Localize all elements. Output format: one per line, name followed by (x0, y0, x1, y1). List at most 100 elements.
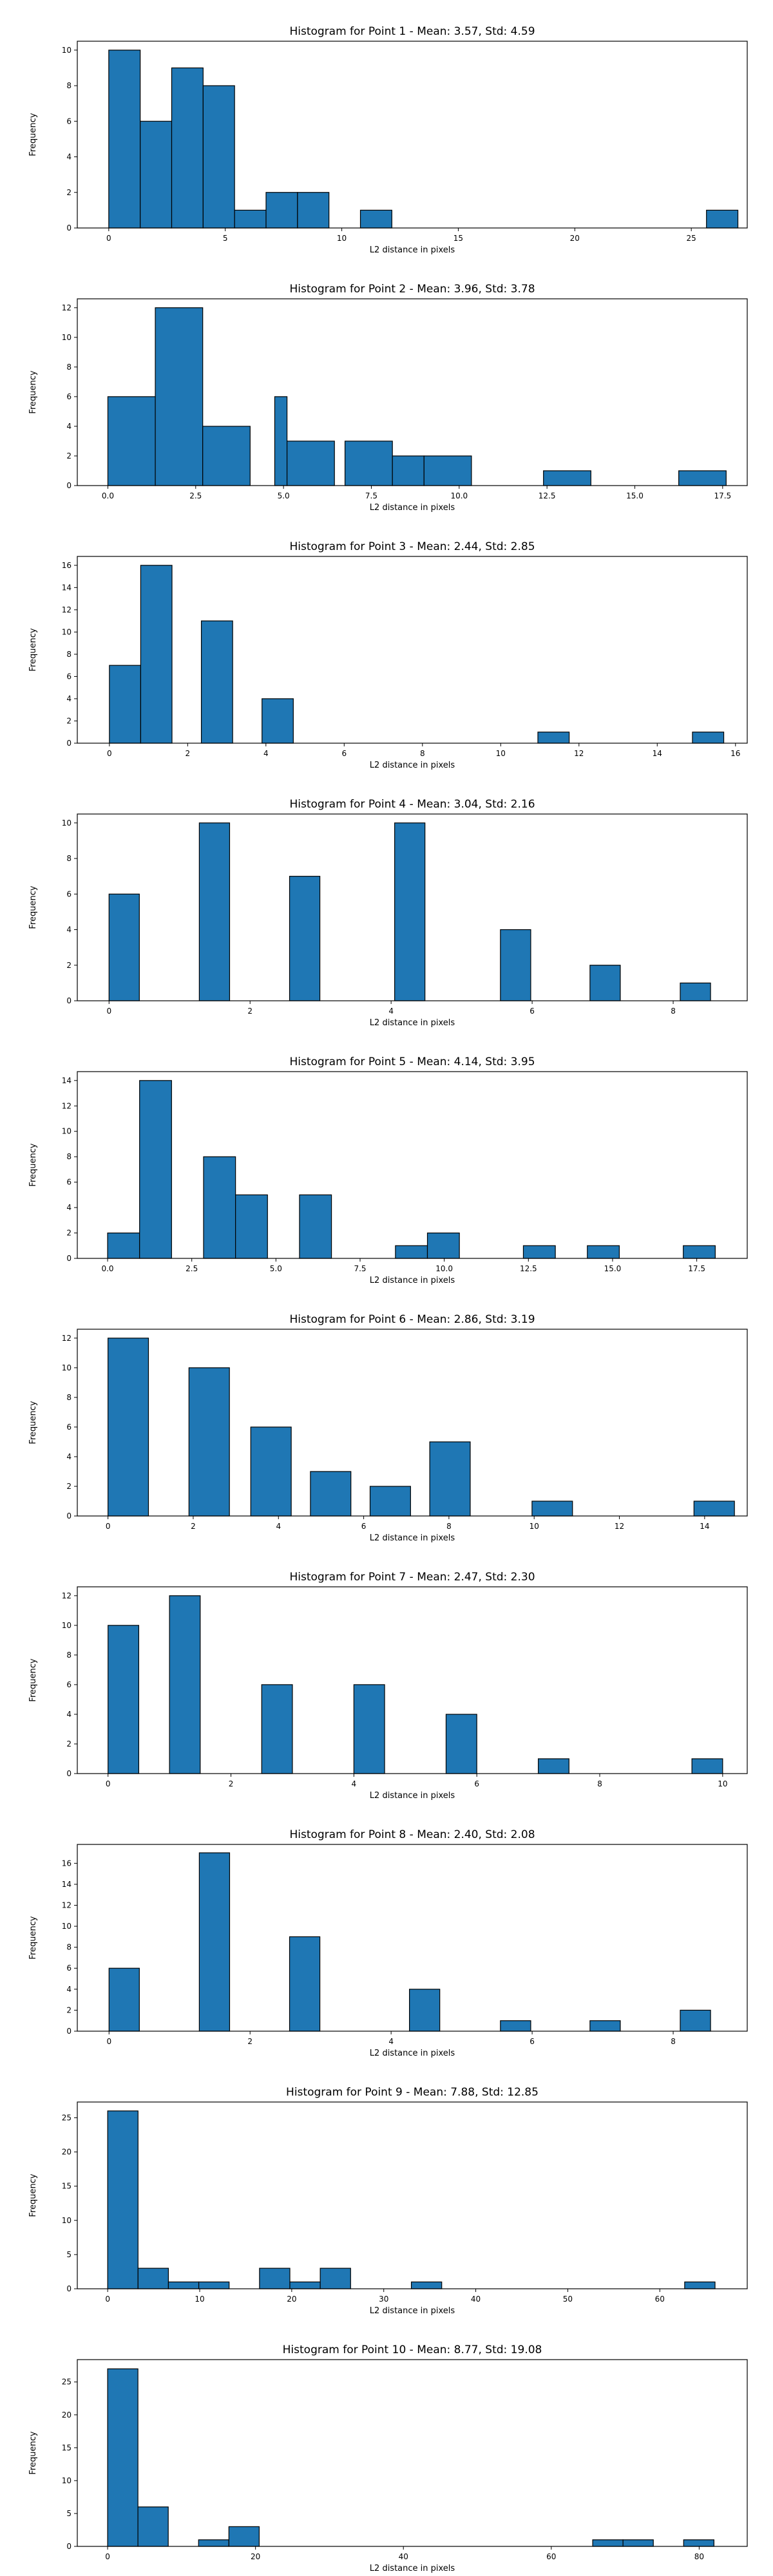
histogram-chart-9: 0 10 20 30 40 50 60 0 5 10 15 20 25 Histogram for Poi… (28, 2086, 748, 2316)
x-tick-label: 2 (247, 1007, 253, 1016)
chart-title: Histogram for Point 5 - Mean: 4.14, Std:… (289, 1056, 535, 1068)
histogram-bar (107, 2368, 138, 2547)
y-axis-label: Frequency (28, 370, 38, 413)
histogram-bar (202, 85, 235, 229)
histogram-chart-10: 0 20 40 60 80 0 5 10 15 20 25 Histogram for Point 1… (28, 2344, 748, 2573)
histogram-bar (693, 1501, 735, 1517)
y-tick-label: 6 (66, 392, 72, 401)
x-axis-label: L2 distance in pixels (370, 2306, 455, 2316)
histogram-bar (297, 192, 330, 229)
histogram-bar (537, 732, 570, 744)
histogram-bar (289, 2281, 321, 2289)
plot-frame (77, 1586, 748, 1774)
histogram-bar (589, 2020, 621, 2032)
histogram-bar (392, 455, 425, 486)
y-tick-label: 2 (66, 1739, 72, 1748)
x-tick-label: 5 (223, 234, 228, 243)
x-tick-label: 17.5 (714, 491, 731, 500)
x-tick-label: 10 (337, 234, 347, 243)
histogram-bar (139, 1080, 172, 1259)
histogram-bar (589, 965, 621, 1001)
chart-title: Histogram for Point 10 - Mean: 8.77, Std… (283, 2344, 542, 2356)
histogram-chart-1: 0 5 10 15 20 25 0 2 4 6 8 10 Histogram for Point 1 -… (28, 25, 748, 255)
x-tick-label: 6 (361, 1522, 367, 1531)
histogram-bar (680, 2009, 711, 2032)
histogram-bar (531, 1501, 573, 1517)
histogram-bar (369, 1486, 411, 1517)
x-tick-label: 12.5 (539, 491, 556, 500)
chart-title: Histogram for Point 7 - Mean: 2.47, Std:… (289, 1571, 535, 1584)
y-tick-label: 16 (62, 1859, 72, 1868)
y-tick-label: 6 (66, 672, 72, 681)
x-tick-label: 0.0 (102, 491, 114, 500)
y-tick-label: 2 (66, 716, 72, 725)
x-tick-label: 20 (570, 234, 580, 243)
y-tick-label: 8 (66, 81, 72, 90)
y-tick-label: 2 (66, 1229, 72, 1238)
y-tick-label: 2 (66, 188, 72, 197)
plot-frame (77, 298, 748, 486)
x-tick-label: 5.0 (278, 491, 290, 500)
y-tick-label: 12 (62, 303, 72, 312)
histogram-chart-2: 0.0 2.5 5.0 7.5 10.0 12.5 15.0 17.5 0 2 4 6 8 10 12 His… (28, 283, 748, 513)
histogram-bar (228, 2526, 260, 2547)
x-tick-label: 15 (453, 234, 463, 243)
histogram-bar (108, 893, 140, 1001)
histogram-bar (202, 426, 251, 486)
histogram-bar (320, 2268, 351, 2289)
x-tick-label: 0 (105, 2552, 110, 2561)
y-tick-label: 15 (62, 2182, 72, 2191)
x-tick-label: 60 (655, 2295, 665, 2304)
y-tick-label: 4 (66, 153, 72, 162)
x-tick-label: 20 (287, 2295, 296, 2304)
histogram-bar (169, 1595, 201, 1774)
x-tick-label: 25 (687, 234, 696, 243)
x-tick-label: 8 (671, 2037, 676, 2046)
x-tick-label: 80 (694, 2552, 704, 2561)
histogram-bar (198, 822, 231, 1001)
y-tick-label: 0 (66, 739, 72, 748)
histogram-bar (155, 307, 204, 486)
y-tick-label: 20 (62, 2148, 72, 2157)
y-axis-label: Frequency (28, 628, 38, 671)
y-axis-label: Frequency (28, 1401, 38, 1444)
y-tick-label: 4 (66, 1452, 72, 1461)
y-tick-label: 0 (66, 1511, 72, 1520)
x-tick-label: 0 (106, 1779, 111, 1788)
x-tick-label: 30 (379, 2295, 388, 2304)
histogram-bar (622, 2539, 654, 2547)
histogram-bar (198, 2539, 229, 2547)
x-tick-label: 0 (106, 234, 111, 243)
y-tick-label: 8 (66, 1393, 72, 1402)
histogram-bar (543, 470, 591, 486)
histogram-bar (188, 1367, 230, 1517)
x-tick-label: 12.5 (520, 1264, 537, 1273)
plot-frame (77, 2359, 748, 2547)
y-tick-label: 0 (66, 2542, 72, 2551)
histogram-bar (289, 876, 321, 1001)
y-axis-label: Frequency (28, 886, 38, 929)
x-tick-label: 7.5 (354, 1264, 366, 1273)
y-tick-label: 10 (62, 2216, 72, 2225)
y-tick-label: 10 (62, 1363, 72, 1372)
x-tick-label: 10.0 (450, 491, 468, 500)
x-tick-label: 4 (276, 1522, 281, 1531)
histogram-bar (137, 2268, 169, 2289)
x-axis-label: L2 distance in pixels (370, 503, 455, 513)
y-tick-label: 10 (62, 819, 72, 828)
y-tick-label: 14 (62, 1076, 72, 1085)
x-axis-label: L2 distance in pixels (370, 1018, 455, 1028)
y-tick-label: 4 (66, 925, 72, 934)
x-tick-label: 0 (106, 2037, 111, 2046)
y-tick-label: 8 (66, 1152, 72, 1161)
y-tick-label: 0 (66, 1254, 72, 1263)
y-axis-label: Frequency (28, 2174, 38, 2217)
histogram-bar (108, 50, 141, 229)
histogram-bar (684, 2281, 716, 2289)
y-tick-label: 4 (66, 1710, 72, 1719)
x-tick-label: 4 (263, 749, 269, 758)
histogram-bar (500, 2020, 531, 2032)
y-tick-label: 6 (66, 1423, 72, 1432)
x-tick-label: 12 (615, 1522, 624, 1531)
